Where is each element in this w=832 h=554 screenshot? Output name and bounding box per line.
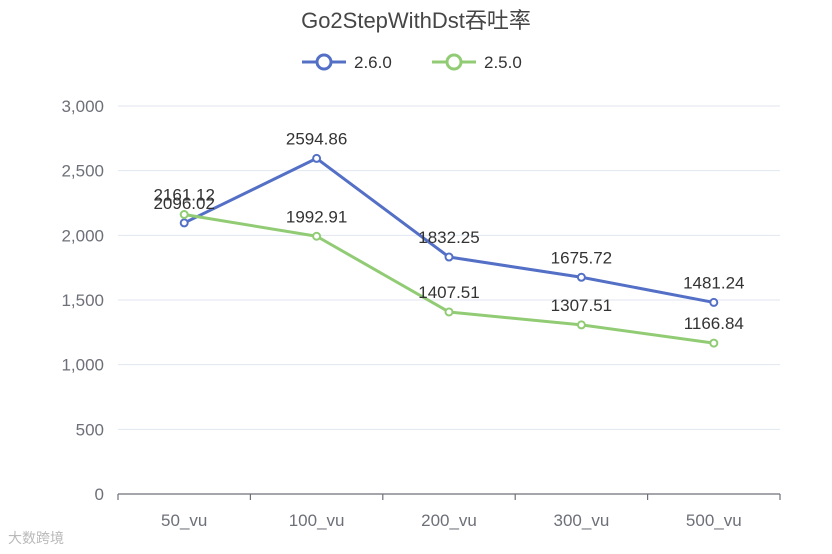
legend[interactable]: 2.6.0 2.5.0 <box>302 53 522 72</box>
data-point[interactable] <box>179 218 189 228</box>
data-label: 1675.72 <box>551 248 612 267</box>
series-2.6.0 <box>179 153 719 307</box>
x-axis: 50_vu 100_vu 200_vu 300_vu 500_vu <box>117 493 781 530</box>
chart-title: Go2StepWithDst吞吐率 <box>301 8 531 33</box>
data-point[interactable] <box>444 252 454 262</box>
data-labels: 2096.02 2594.86 1832.25 1675.72 1481.24 2161.… <box>153 129 744 333</box>
data-label: 2161.12 <box>153 185 214 204</box>
data-point[interactable] <box>312 153 322 163</box>
legend-marker <box>315 53 333 71</box>
data-point[interactable] <box>179 209 189 219</box>
y-tick-label: 2,500 <box>61 162 104 181</box>
y-tick-label: 1,000 <box>61 356 104 375</box>
y-tick-label: 0 <box>95 485 104 504</box>
data-point[interactable] <box>709 297 719 307</box>
x-tick-label: 100_vu <box>289 511 345 530</box>
series-2.5.0 <box>179 209 719 348</box>
x-tick-label: 500_vu <box>686 511 742 530</box>
data-point[interactable] <box>576 320 586 330</box>
legend-item-2.5.0[interactable]: 2.5.0 <box>432 53 522 72</box>
data-label: 1407.51 <box>418 283 479 302</box>
data-label: 2594.86 <box>286 129 347 148</box>
x-tick-label: 200_vu <box>421 511 477 530</box>
series-group <box>179 153 719 348</box>
watermark: 大数跨境 <box>8 531 64 547</box>
legend-label: 2.5.0 <box>484 53 522 72</box>
x-tick-label: 300_vu <box>554 511 610 530</box>
y-tick-label: 500 <box>76 420 104 439</box>
legend-item-2.6.0[interactable]: 2.6.0 <box>302 53 392 72</box>
y-tick-label: 2,000 <box>61 226 104 245</box>
data-point[interactable] <box>576 272 586 282</box>
data-label: 1832.25 <box>418 228 479 247</box>
y-axis: 0 500 1,000 1,500 2,000 2,500 3,000 <box>61 97 104 504</box>
data-label: 2096.02 <box>153 194 214 213</box>
data-label: 1481.24 <box>683 273 744 292</box>
data-label: 1166.84 <box>684 314 744 333</box>
x-tick-label: 50_vu <box>161 511 207 530</box>
y-tick-label: 3,000 <box>61 97 104 116</box>
data-point[interactable] <box>444 307 454 317</box>
data-label: 1307.51 <box>551 296 612 315</box>
grid-lines <box>118 105 780 430</box>
legend-marker <box>445 53 463 71</box>
data-point[interactable] <box>312 231 322 241</box>
y-tick-label: 1,500 <box>61 291 104 310</box>
data-label: 1992.91 <box>286 207 347 226</box>
data-point[interactable] <box>709 338 719 348</box>
legend-label: 2.6.0 <box>354 53 392 72</box>
